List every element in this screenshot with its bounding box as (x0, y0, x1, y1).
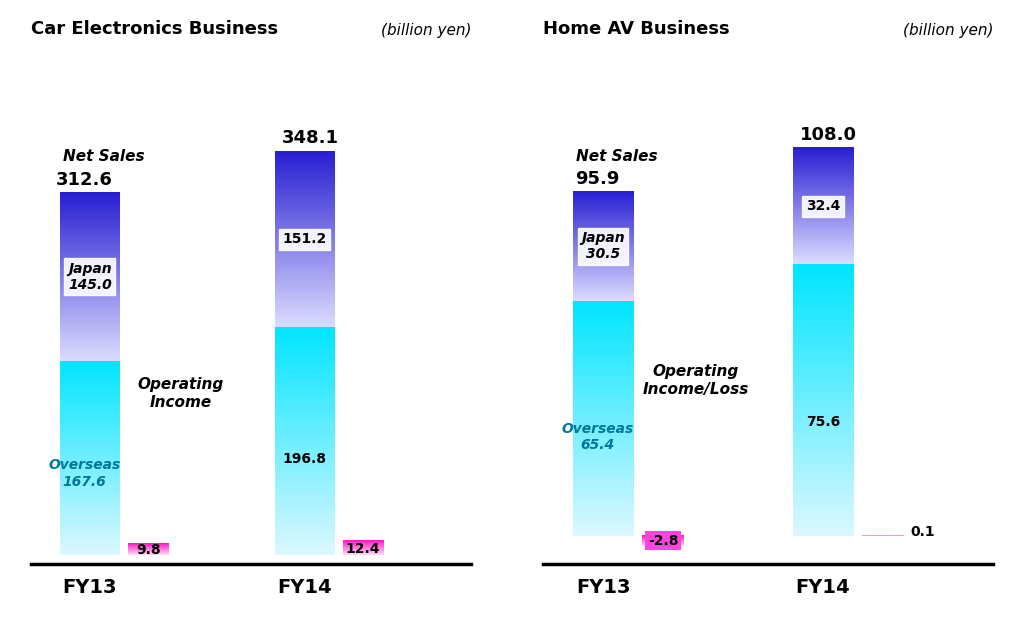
Text: Japan
145.0: Japan 145.0 (68, 261, 112, 292)
Text: (billion yen): (billion yen) (381, 23, 471, 38)
Text: 95.9: 95.9 (575, 170, 620, 188)
Text: 196.8: 196.8 (283, 452, 327, 466)
Text: Net Sales: Net Sales (62, 149, 144, 164)
Text: Overseas
65.4: Overseas 65.4 (561, 422, 634, 452)
Text: 32.4: 32.4 (806, 199, 840, 213)
Text: Overseas
167.6: Overseas 167.6 (48, 458, 121, 488)
Text: Operating
Income/Loss: Operating Income/Loss (643, 364, 750, 397)
Text: -2.8: -2.8 (648, 534, 678, 547)
Text: 312.6: 312.6 (56, 171, 113, 189)
Text: Net Sales: Net Sales (575, 149, 657, 164)
Text: (billion yen): (billion yen) (903, 23, 993, 38)
Text: 151.2: 151.2 (283, 232, 327, 246)
Text: 12.4: 12.4 (346, 542, 380, 556)
Text: 0.1: 0.1 (910, 525, 935, 539)
Text: 348.1: 348.1 (282, 129, 339, 147)
Text: 75.6: 75.6 (806, 414, 840, 429)
Text: Japan
30.5: Japan 30.5 (582, 231, 625, 261)
Text: Home AV Business: Home AV Business (543, 19, 729, 38)
Text: Car Electronics Business: Car Electronics Business (31, 19, 278, 38)
Text: 108.0: 108.0 (800, 126, 857, 144)
Text: Operating
Income: Operating Income (137, 377, 223, 410)
Text: 9.8: 9.8 (136, 543, 161, 557)
